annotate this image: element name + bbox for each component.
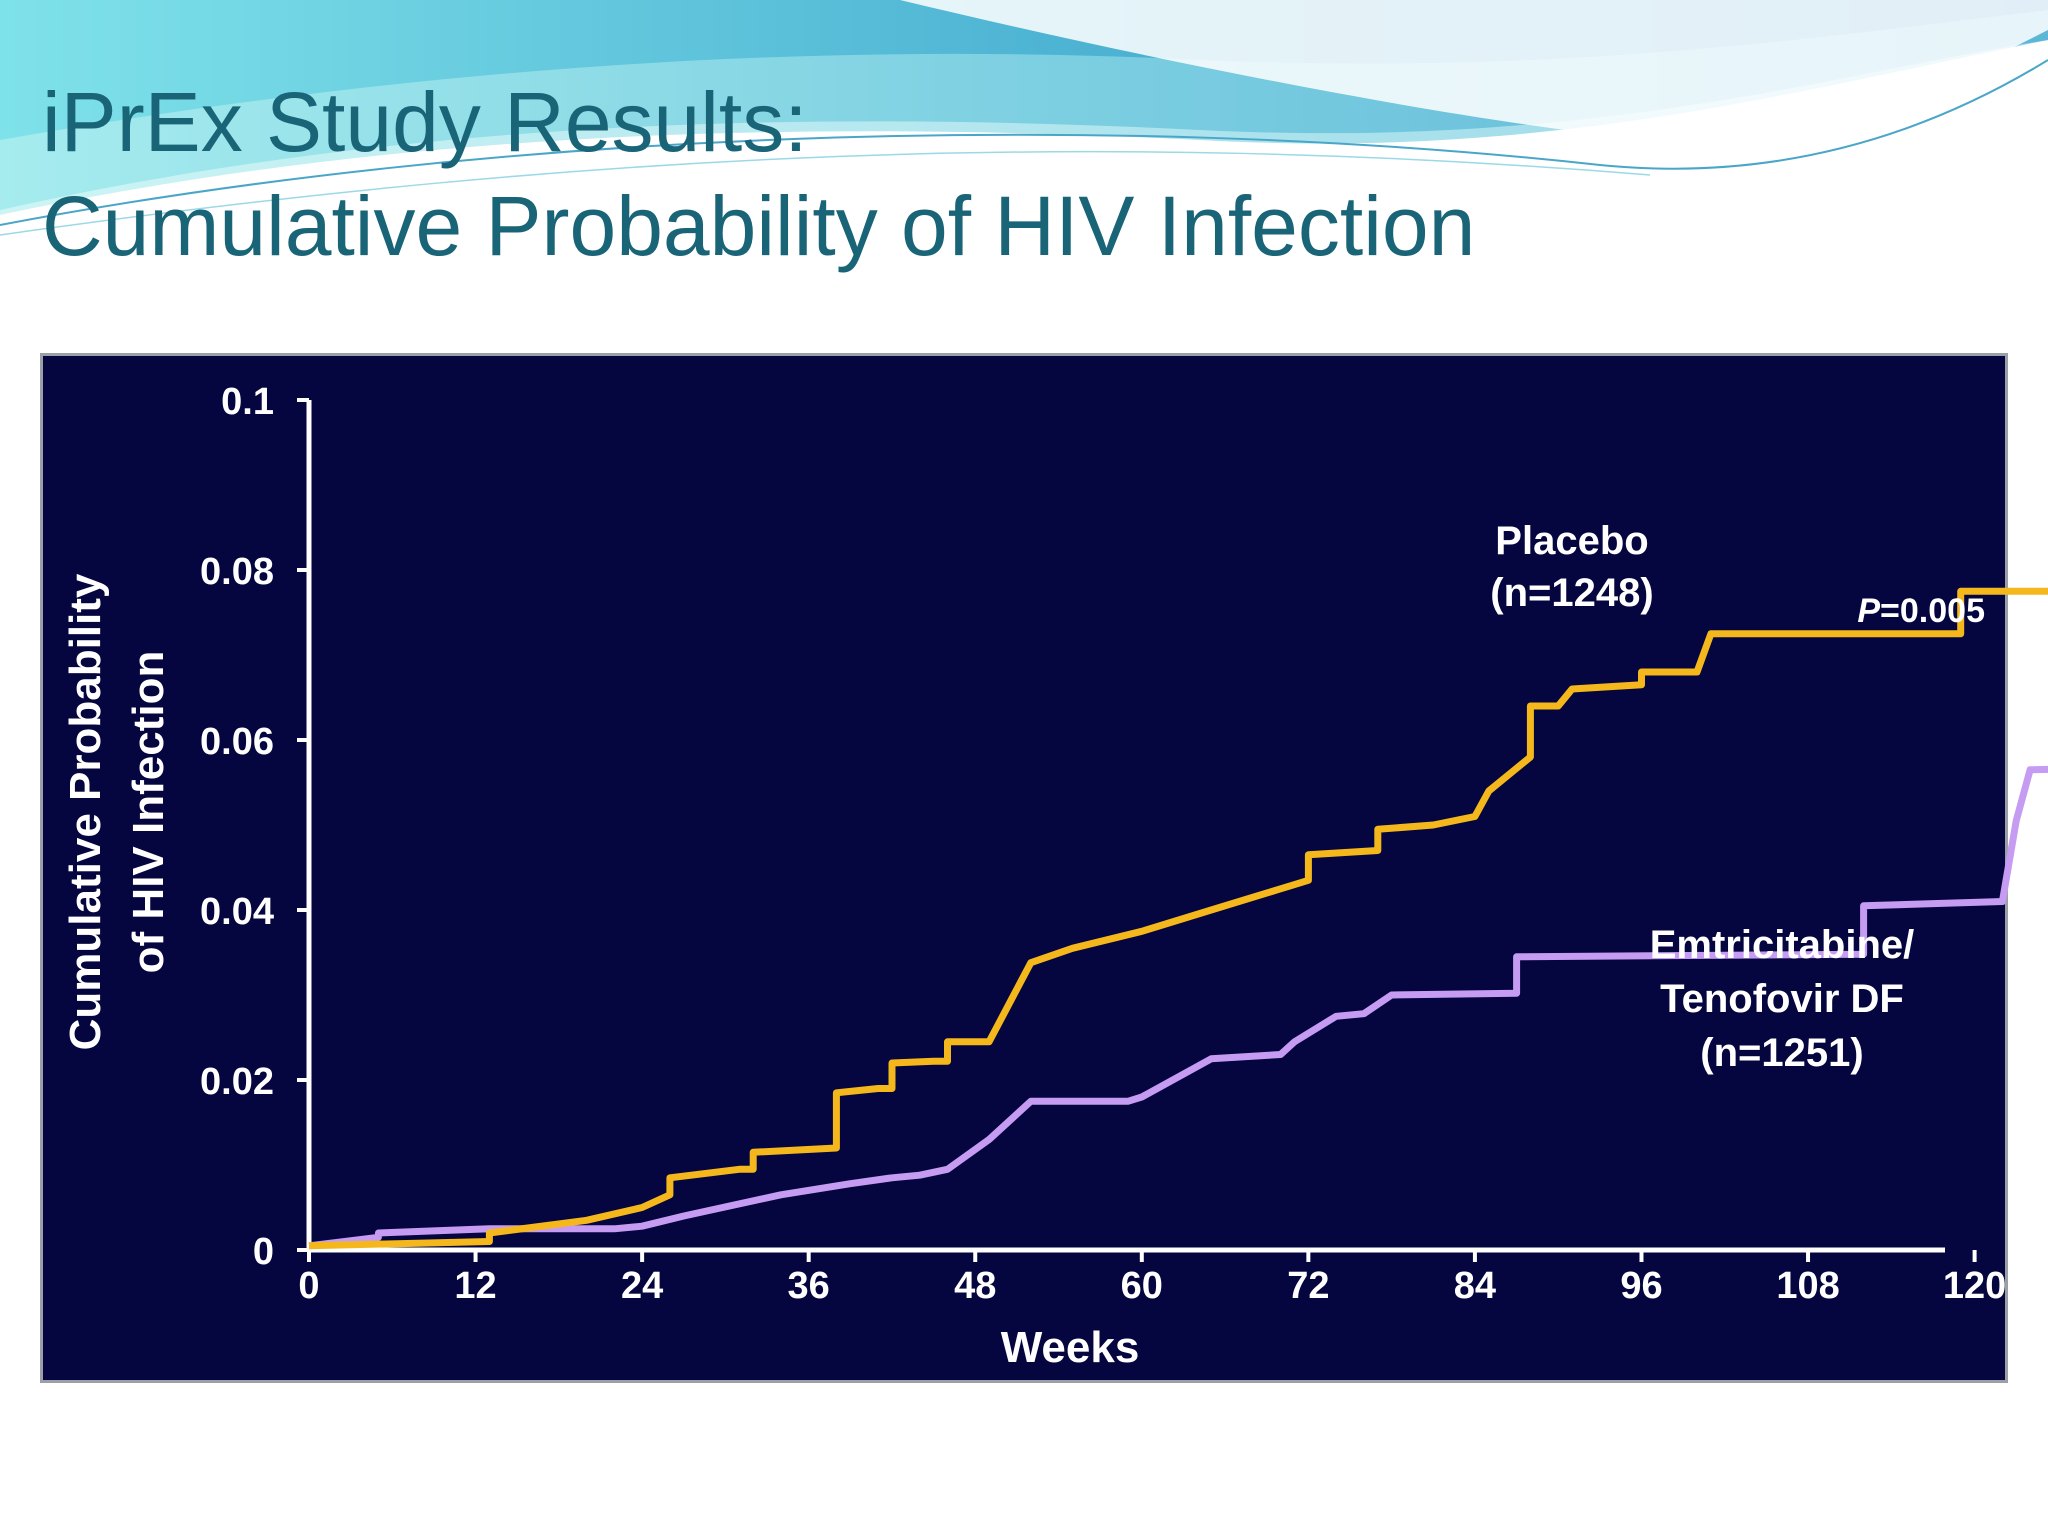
placebo-line xyxy=(308,587,2048,1250)
p-value-prefix: P xyxy=(1857,592,1880,630)
x-tick-label: 60 xyxy=(1121,1265,1163,1307)
legend-placebo-line-2: (n=1248) xyxy=(1490,571,1653,615)
slide-title-line-2: Cumulative Probability of HIV Infection xyxy=(42,179,1476,273)
y-axis-label-line-1: Cumulative Probability xyxy=(61,573,110,1050)
wave-thin-line-2 xyxy=(0,150,1651,236)
y-tick-label: 0 xyxy=(253,1231,274,1273)
y-tick-label: 0.04 xyxy=(200,891,274,933)
x-tick-label: 24 xyxy=(621,1265,663,1307)
y-tick-label: 0.1 xyxy=(221,381,274,423)
chart-panel xyxy=(40,353,2008,1383)
x-tick-label: 48 xyxy=(954,1265,996,1307)
legend-ftc-line-2: Tenofovir DF xyxy=(1660,977,1904,1021)
x-tick-label: 84 xyxy=(1454,1265,1496,1307)
slide-title: iPrEx Study Results: Cumulative Probabil… xyxy=(42,70,1475,278)
y-axis-label-line-2: of HIV Infection xyxy=(124,651,173,974)
slide-title-line-1: iPrEx Study Results: xyxy=(42,75,808,169)
p-value-annotation: P=0.005 xyxy=(1857,592,1985,630)
p-value-rest: =0.005 xyxy=(1880,592,1985,630)
x-tick-label: 0 xyxy=(298,1265,319,1307)
x-axis-label: Weeks xyxy=(1001,1323,1140,1372)
legend-ftc-line-1: Emtricitabine/ xyxy=(1650,923,1915,967)
x-tick-label: 96 xyxy=(1620,1265,1662,1307)
y-tick-label: 0.08 xyxy=(200,551,274,593)
ftc-tdf-line xyxy=(308,765,2048,1250)
x-tick-label: 72 xyxy=(1287,1265,1329,1307)
y-tick-label: 0.06 xyxy=(200,721,274,763)
y-tick-label: 0.02 xyxy=(200,1061,274,1103)
x-tick-label: 108 xyxy=(1776,1265,1839,1307)
wave-thin-line xyxy=(0,59,2048,226)
wave-white-swoosh xyxy=(900,0,2048,141)
axes: 0 0.02 0.04 0.06 0.08 0.1 0 12 24 36 48 60 72 84 96 108… xyxy=(200,381,2006,1307)
legend-ftc-line-3: (n=1251) xyxy=(1700,1031,1863,1075)
x-tick-label: 36 xyxy=(788,1265,830,1307)
x-tick-label: 12 xyxy=(454,1265,496,1307)
legend-placebo-line-1: Placebo xyxy=(1495,519,1648,563)
series-lines xyxy=(308,587,2048,1250)
x-tick-label: 120 xyxy=(1943,1265,2006,1307)
